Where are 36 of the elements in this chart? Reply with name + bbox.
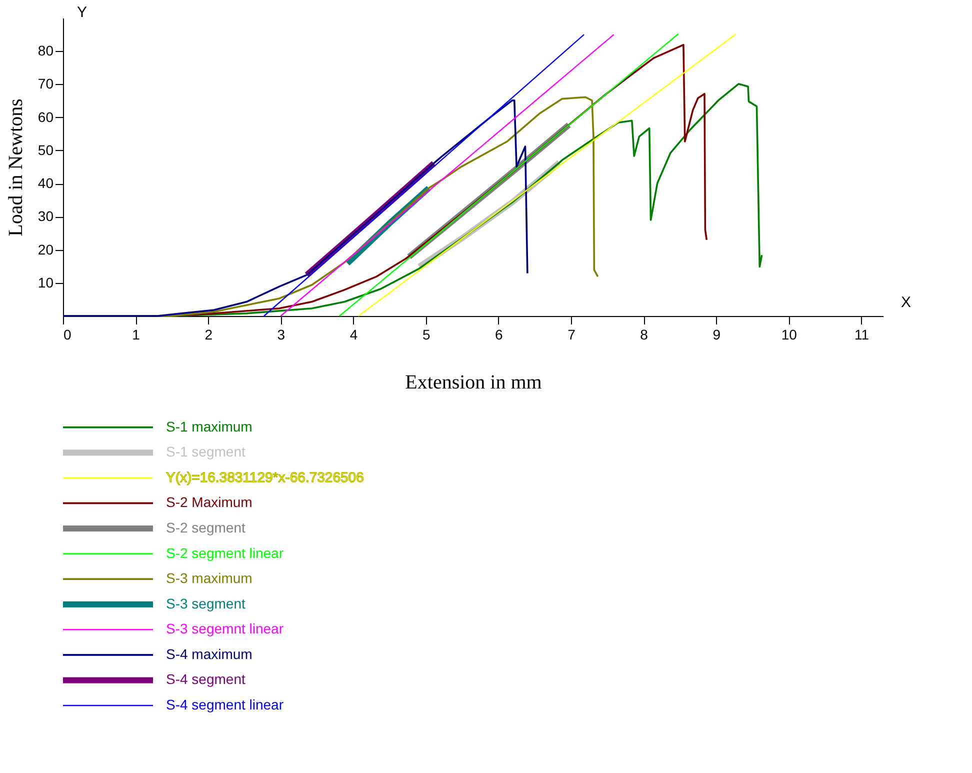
y-tick-label: 60 [38,108,54,125]
text: S-2 segment [166,519,246,536]
annotation: Y [77,4,88,21]
text: S-3 maximum [166,570,252,586]
text: S-3 segment [166,595,246,612]
text: S-1 segment [166,444,246,460]
x-tick-label: 6 [495,326,503,342]
x-tick-label: 10 [781,326,798,342]
text: S-3 segemnt linear [166,620,284,637]
y-tick-label: 50 [38,142,54,158]
text: S-4 segment linear [166,696,284,713]
y-tick-label: 10 [38,274,54,290]
text: S-2 segment linear [166,544,284,561]
text: S-2 Maximum [166,494,252,510]
y-tick-label: 30 [38,208,54,224]
x-tick-label: 1 [132,326,140,342]
y-axis-title: Load in Newtons [4,98,27,236]
text: Y(x)=16.3831129*x-66.7326506 [166,468,364,485]
y-tick-label: 40 [38,175,54,192]
x-tick-label: 4 [350,326,358,342]
text: X [901,294,912,311]
x-tick-label: 2 [204,326,213,342]
x-tick-label: 9 [712,326,721,342]
x-tick-label: 8 [640,326,648,342]
text: S-1 maximum [166,418,252,434]
y-tick-label: 80 [38,42,54,59]
x-axis-title: Extension in mm [405,372,542,394]
x-tick-label: 3 [277,326,286,342]
x-tick-label: 7 [568,326,576,342]
x-tick-label: 5 [422,326,430,342]
y-tick-label: 70 [38,76,54,92]
x-tick-label: 0 [64,326,72,342]
text: S-4 maximum [166,646,252,662]
y-tick-label: 20 [38,241,54,258]
text: S-4 segment [166,671,246,688]
x-tick-label: 11 [854,326,870,342]
